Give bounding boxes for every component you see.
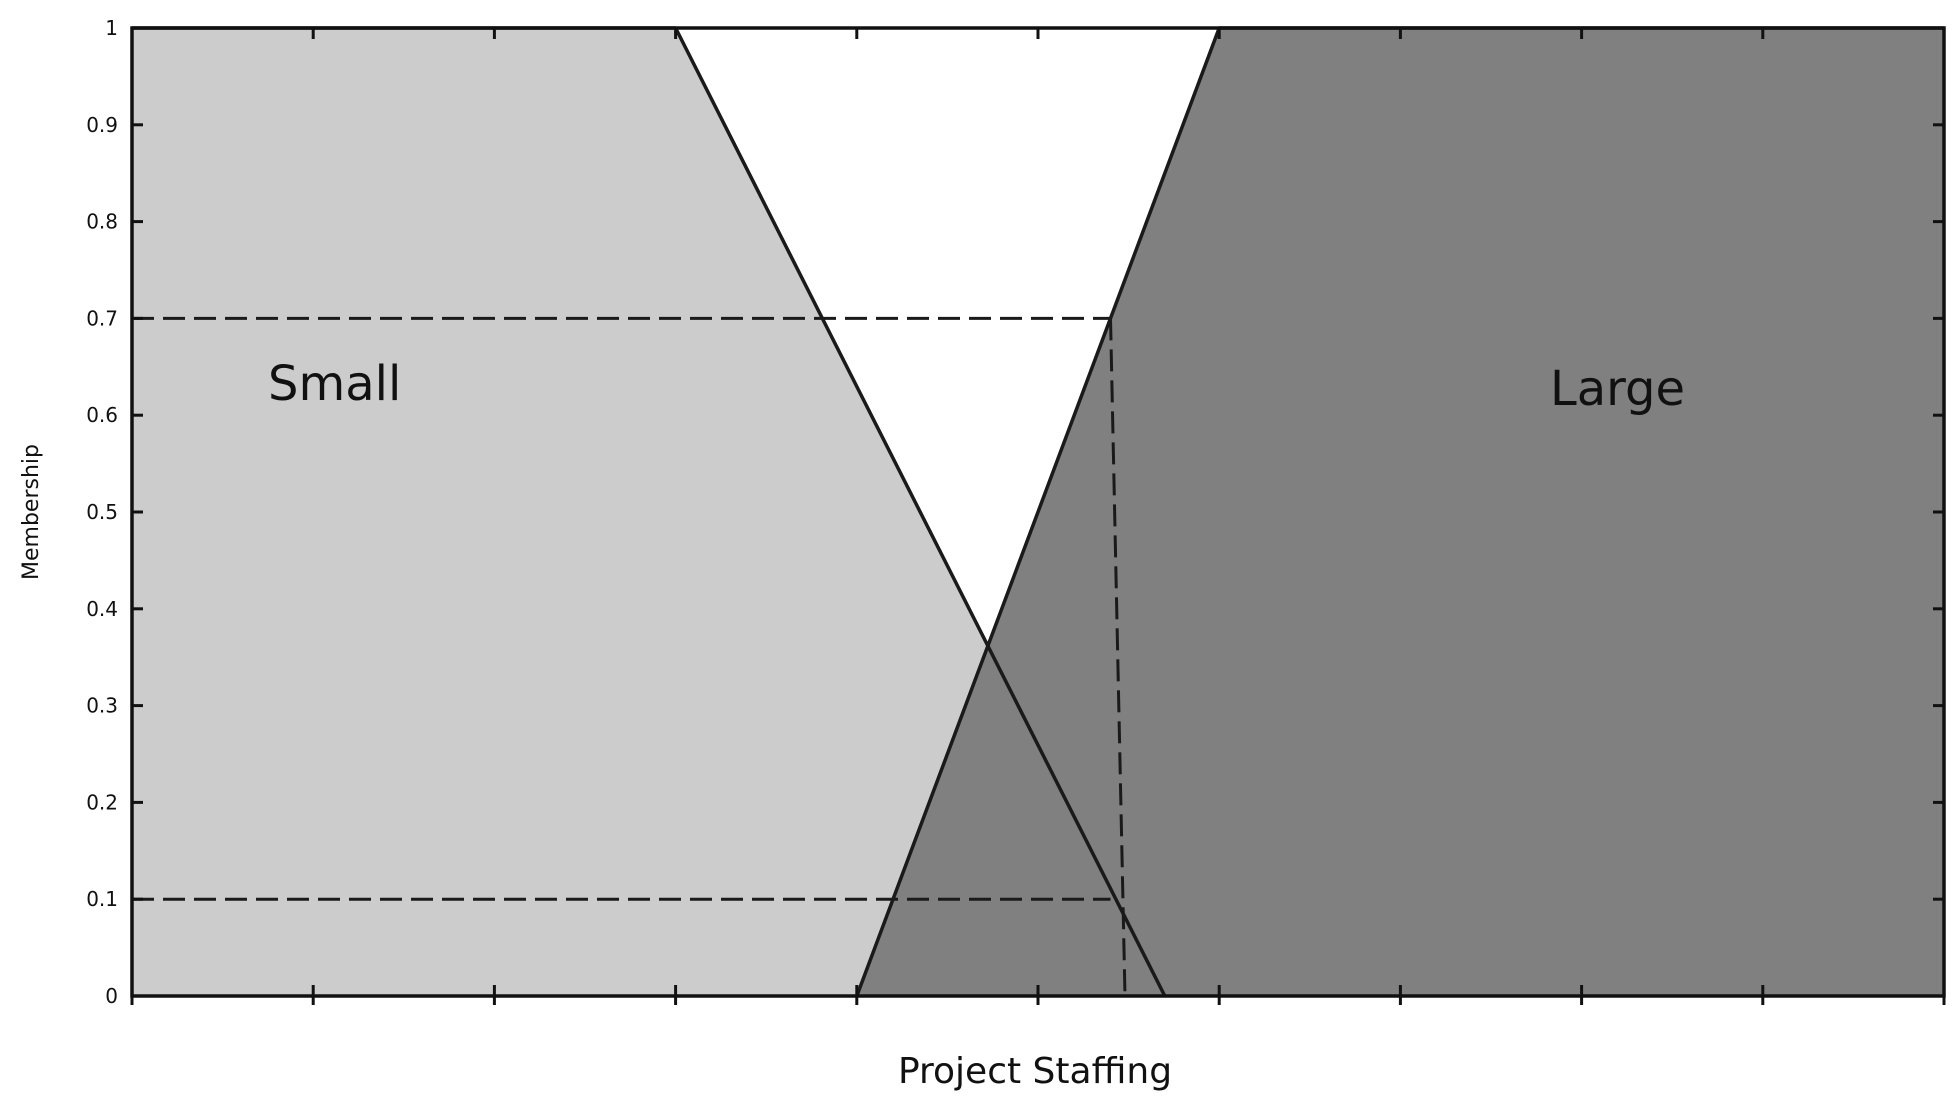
set-label-large: Large — [1550, 361, 1685, 417]
y-tick-label: 0.8 — [86, 210, 118, 234]
y-tick-label: 0.4 — [86, 597, 118, 621]
series-area-large — [856, 28, 1944, 996]
y-tick-label: 0.9 — [86, 113, 118, 137]
y-tick-label: 0.3 — [86, 694, 118, 718]
series-area-small — [132, 28, 1165, 996]
dashed-guides-layer — [132, 316, 1127, 997]
tick-labels-layer: 0 0.1 0.2 0.3 0.4 0.5 0.6 0.7 0.8 0.9 1 — [86, 16, 118, 1008]
y-tick-label: 0.2 — [86, 790, 118, 814]
y-tick-label: 0.1 — [86, 887, 118, 911]
y-tick-label: 1 — [105, 16, 118, 40]
y-tick-label: 0.6 — [86, 403, 118, 427]
y-tick-label: 0.7 — [86, 306, 118, 330]
set-label-small: Small — [268, 356, 401, 412]
x-axis-title: Project Staffing — [898, 1051, 1172, 1092]
y-tick-label: 0 — [105, 984, 118, 1008]
ticks-layer — [130, 26, 1946, 1005]
dashed-guide-3 — [1109, 318, 1127, 997]
y-tick-label: 0.5 — [86, 500, 118, 524]
y-axis-title: Membership — [19, 444, 44, 580]
